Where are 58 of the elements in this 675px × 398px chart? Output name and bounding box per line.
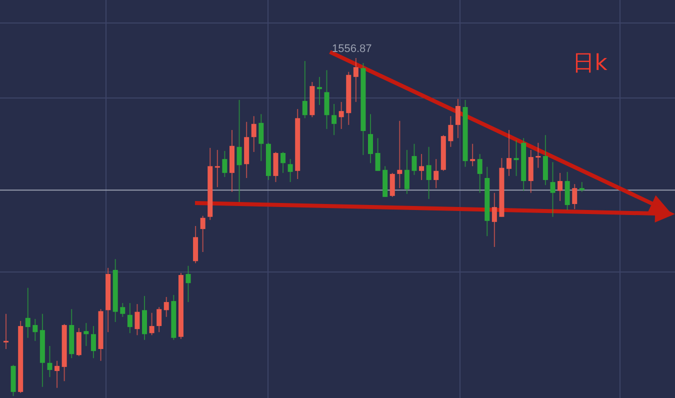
candlestick [156,306,162,333]
candlestick [514,140,519,176]
candlestick [84,322,89,346]
chart-title: 日k [572,51,608,76]
candlestick [470,143,476,167]
candlestick [4,313,8,350]
candlestick [54,360,60,388]
candlestick [324,70,330,130]
candlestick [134,304,140,336]
candlestick [32,318,38,342]
candlestick [149,312,154,336]
candlestick [258,114,264,162]
candlestick [302,60,308,119]
candlestick [558,172,563,202]
candlestick [528,149,534,194]
candlestick [47,345,52,378]
text: 1556.87 [332,43,372,55]
candlestick [397,120,402,189]
candlestick [236,99,242,202]
candlestick [536,142,541,168]
candlestick [200,215,206,253]
candlestick [316,76,322,106]
candlestick [76,328,82,357]
candlestick [412,143,417,176]
candlestick [434,158,439,189]
candlestick [419,153,424,181]
candlestick [390,172,395,198]
candlestick [251,116,256,152]
candlestick [164,296,169,318]
candlestick [214,149,220,188]
candlestick [455,98,460,139]
candlestick [222,150,228,178]
candlestick [332,103,337,136]
candlestick [186,265,191,303]
candlestick [579,182,584,192]
candlestick [288,158,293,183]
candlestick [25,287,30,338]
candlestick [448,116,454,148]
candlestick [273,151,278,183]
candlestick [572,184,578,210]
candlestick [550,162,556,218]
candlestick [142,295,148,340]
candlestick [280,151,286,174]
candlestick [338,101,344,130]
candlestick [120,302,126,318]
candlestick [506,129,512,176]
candlestick [477,153,482,194]
candlestick [426,146,432,200]
candlestick [353,58,358,102]
candlestick [193,225,198,264]
candlestick [375,138,380,172]
candlestick [90,326,96,359]
candlestick [127,302,132,334]
candlestick [564,171,570,211]
candlestick [492,192,497,248]
candlestick [368,114,373,164]
candlestick [404,149,410,194]
candlestick [542,134,548,186]
